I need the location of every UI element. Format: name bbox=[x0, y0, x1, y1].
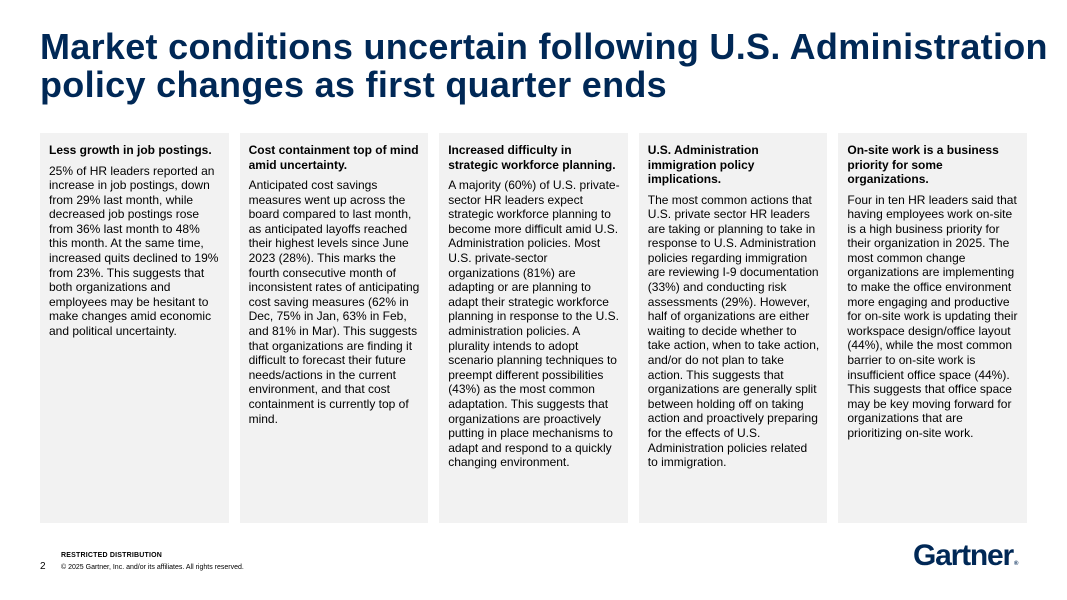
insight-card-cost-containment: Cost containment top of mind amid uncert… bbox=[239, 133, 429, 523]
card-body: 25% of HR leaders reported an increase i… bbox=[49, 163, 219, 339]
insight-card-on-site-work: On-site work is a business priority for … bbox=[838, 133, 1027, 523]
card-heading: Less growth in job postings. bbox=[49, 143, 212, 157]
card-body: A majority (60%) of U.S. private-sector … bbox=[448, 178, 620, 470]
logo-wordmark: Gartner bbox=[913, 539, 1014, 572]
registered-mark: ® bbox=[1013, 561, 1019, 567]
card-heading: Cost containment top of mind amid uncert… bbox=[248, 143, 419, 172]
slide-title: Market conditions uncertain following U.… bbox=[40, 26, 1048, 105]
insight-card-job-postings: Less growth in job postings. 25% of HR l… bbox=[40, 133, 229, 523]
copyright-notice: © 2025 Gartner, Inc. and/or its affiliat… bbox=[61, 564, 244, 571]
card-body: The most common actions that U.S. privat… bbox=[647, 192, 820, 470]
page-number: 2 bbox=[40, 561, 46, 572]
insight-card-workforce-planning: Increased difficulty in strategic workfo… bbox=[439, 133, 628, 523]
insight-card-immigration: U.S. Administration immigration policy i… bbox=[638, 133, 828, 523]
card-heading: On-site work is a business priority for … bbox=[847, 143, 999, 186]
card-heading: U.S. Administration immigration policy i… bbox=[647, 143, 759, 186]
card-heading: Increased difficulty in strategic workfo… bbox=[448, 143, 616, 172]
gartner-logo: Gartner® bbox=[913, 538, 1018, 582]
distribution-label: RESTRICTED DISTRIBUTION bbox=[61, 552, 163, 559]
card-body: Four in ten HR leaders said that having … bbox=[847, 192, 1018, 441]
insight-cards: Less growth in job postings. 25% of HR l… bbox=[40, 133, 1027, 523]
card-body: Anticipated cost savings measures went u… bbox=[248, 178, 420, 426]
